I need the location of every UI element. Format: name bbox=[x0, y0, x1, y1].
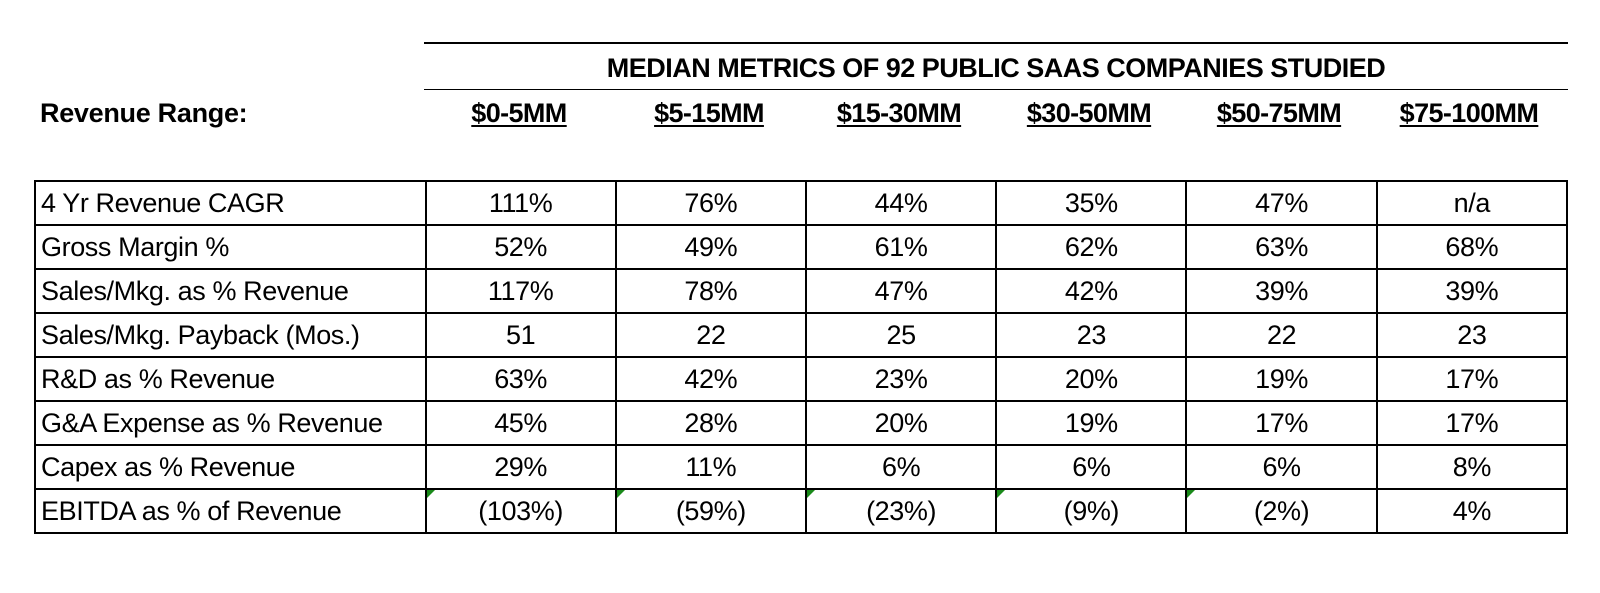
title-rule-bottom bbox=[424, 89, 1568, 90]
table-cell: 19% bbox=[995, 400, 1188, 446]
range-header-0-5mm: $0-5MM bbox=[471, 98, 567, 128]
table-cell: 4% bbox=[1375, 488, 1569, 534]
table-cell: 25 bbox=[804, 312, 998, 358]
table-cell: 39% bbox=[1375, 268, 1569, 314]
error-indicator-icon bbox=[1187, 490, 1196, 498]
table-row-rd-revenue: R&D as % Revenue 63% 42% 23% 20% 19% 17% bbox=[34, 356, 1569, 402]
row-label: EBITDA as % of Revenue bbox=[34, 488, 427, 534]
table-cell: (103%) bbox=[424, 488, 617, 534]
cell-value: (23%) bbox=[866, 496, 937, 526]
table-cell: 47% bbox=[1185, 180, 1378, 226]
table-cell: 19% bbox=[1185, 356, 1378, 402]
cell-value: (59%) bbox=[675, 496, 746, 526]
table-cell: 63% bbox=[1185, 224, 1378, 270]
table-cell: 111% bbox=[424, 180, 617, 226]
table-cell: 20% bbox=[995, 356, 1188, 402]
table-title: MEDIAN METRICS OF 92 PUBLIC SAAS COMPANI… bbox=[606, 53, 1386, 83]
table-cell: 22 bbox=[1185, 312, 1378, 358]
row-label: Gross Margin % bbox=[34, 224, 427, 270]
table-cell: 51 bbox=[424, 312, 617, 358]
table-cell: 52% bbox=[424, 224, 617, 270]
table-cell: (9%) bbox=[995, 488, 1188, 534]
table-cell: 20% bbox=[804, 400, 998, 446]
table-cell: 78% bbox=[614, 268, 807, 314]
range-header-15-30mm: $15-30MM bbox=[836, 98, 962, 128]
table-cell: 22 bbox=[614, 312, 807, 358]
range-header-75-100mm: $75-100MM bbox=[1399, 98, 1539, 128]
table-row-capex: Capex as % Revenue 29% 11% 6% 6% 6% 8% bbox=[34, 444, 1569, 490]
metrics-table: 4 Yr Revenue CAGR 111% 76% 44% 35% 47% n… bbox=[34, 180, 1569, 534]
revenue-range-label: Revenue Range: bbox=[40, 98, 248, 128]
range-header-30-50mm: $30-50MM bbox=[1026, 98, 1152, 128]
table-cell: 45% bbox=[424, 400, 617, 446]
table-cell: 76% bbox=[614, 180, 807, 226]
table-cell: 117% bbox=[424, 268, 617, 314]
table-cell: 17% bbox=[1185, 400, 1378, 446]
cell-value: (2%) bbox=[1253, 496, 1310, 526]
table-cell: (23%) bbox=[804, 488, 998, 534]
table-cell: 39% bbox=[1185, 268, 1378, 314]
table-cell: 17% bbox=[1375, 356, 1569, 402]
table-row-revenue-cagr: 4 Yr Revenue CAGR 111% 76% 44% 35% 47% n… bbox=[34, 180, 1569, 226]
table-row-sales-mkg-revenue: Sales/Mkg. as % Revenue 117% 78% 47% 42%… bbox=[34, 268, 1569, 314]
table-cell: 8% bbox=[1375, 444, 1569, 490]
range-header-5-15mm: $5-15MM bbox=[654, 98, 764, 128]
error-indicator-icon bbox=[426, 490, 435, 498]
table-cell: 42% bbox=[614, 356, 807, 402]
table-cell: 11% bbox=[614, 444, 807, 490]
table-row-ga-expense: G&A Expense as % Revenue 45% 28% 20% 19%… bbox=[34, 400, 1569, 446]
table-row-sales-mkg-payback: Sales/Mkg. Payback (Mos.) 51 22 25 23 22… bbox=[34, 312, 1569, 358]
error-indicator-icon bbox=[616, 490, 625, 498]
table-cell: 23 bbox=[995, 312, 1188, 358]
row-label: G&A Expense as % Revenue bbox=[34, 400, 427, 446]
table-cell: 68% bbox=[1375, 224, 1569, 270]
table-cell: (59%) bbox=[614, 488, 807, 534]
error-indicator-icon bbox=[806, 490, 815, 498]
row-label: Sales/Mkg. Payback (Mos.) bbox=[34, 312, 427, 358]
table-cell: 6% bbox=[995, 444, 1188, 490]
cell-value: (103%) bbox=[478, 496, 563, 526]
table-cell: 44% bbox=[804, 180, 998, 226]
table-cell: 28% bbox=[614, 400, 807, 446]
table-cell: n/a bbox=[1375, 180, 1569, 226]
table-cell: 35% bbox=[995, 180, 1188, 226]
table-cell: 17% bbox=[1375, 400, 1569, 446]
table-cell: 62% bbox=[995, 224, 1188, 270]
table-row-gross-margin: Gross Margin % 52% 49% 61% 62% 63% 68% bbox=[34, 224, 1569, 270]
table-cell: (2%) bbox=[1185, 488, 1378, 534]
table-cell: 6% bbox=[804, 444, 998, 490]
table-cell: 47% bbox=[804, 268, 998, 314]
table-row-ebitda: EBITDA as % of Revenue (103%) (59%) (23%… bbox=[34, 488, 1569, 534]
cell-value: (9%) bbox=[1063, 496, 1120, 526]
table-cell: 6% bbox=[1185, 444, 1378, 490]
row-label: R&D as % Revenue bbox=[34, 356, 427, 402]
table-cell: 49% bbox=[614, 224, 807, 270]
row-label: Sales/Mkg. as % Revenue bbox=[34, 268, 427, 314]
table-cell: 29% bbox=[424, 444, 617, 490]
error-indicator-icon bbox=[997, 490, 1006, 498]
table-cell: 61% bbox=[804, 224, 998, 270]
table-cell: 42% bbox=[995, 268, 1188, 314]
row-label: Capex as % Revenue bbox=[34, 444, 427, 490]
range-header-50-75mm: $50-75MM bbox=[1216, 98, 1342, 128]
table-cell: 23 bbox=[1375, 312, 1569, 358]
title-rule-top bbox=[424, 42, 1568, 44]
table-cell: 63% bbox=[424, 356, 617, 402]
table-cell: 23% bbox=[804, 356, 998, 402]
row-label: 4 Yr Revenue CAGR bbox=[34, 180, 427, 226]
